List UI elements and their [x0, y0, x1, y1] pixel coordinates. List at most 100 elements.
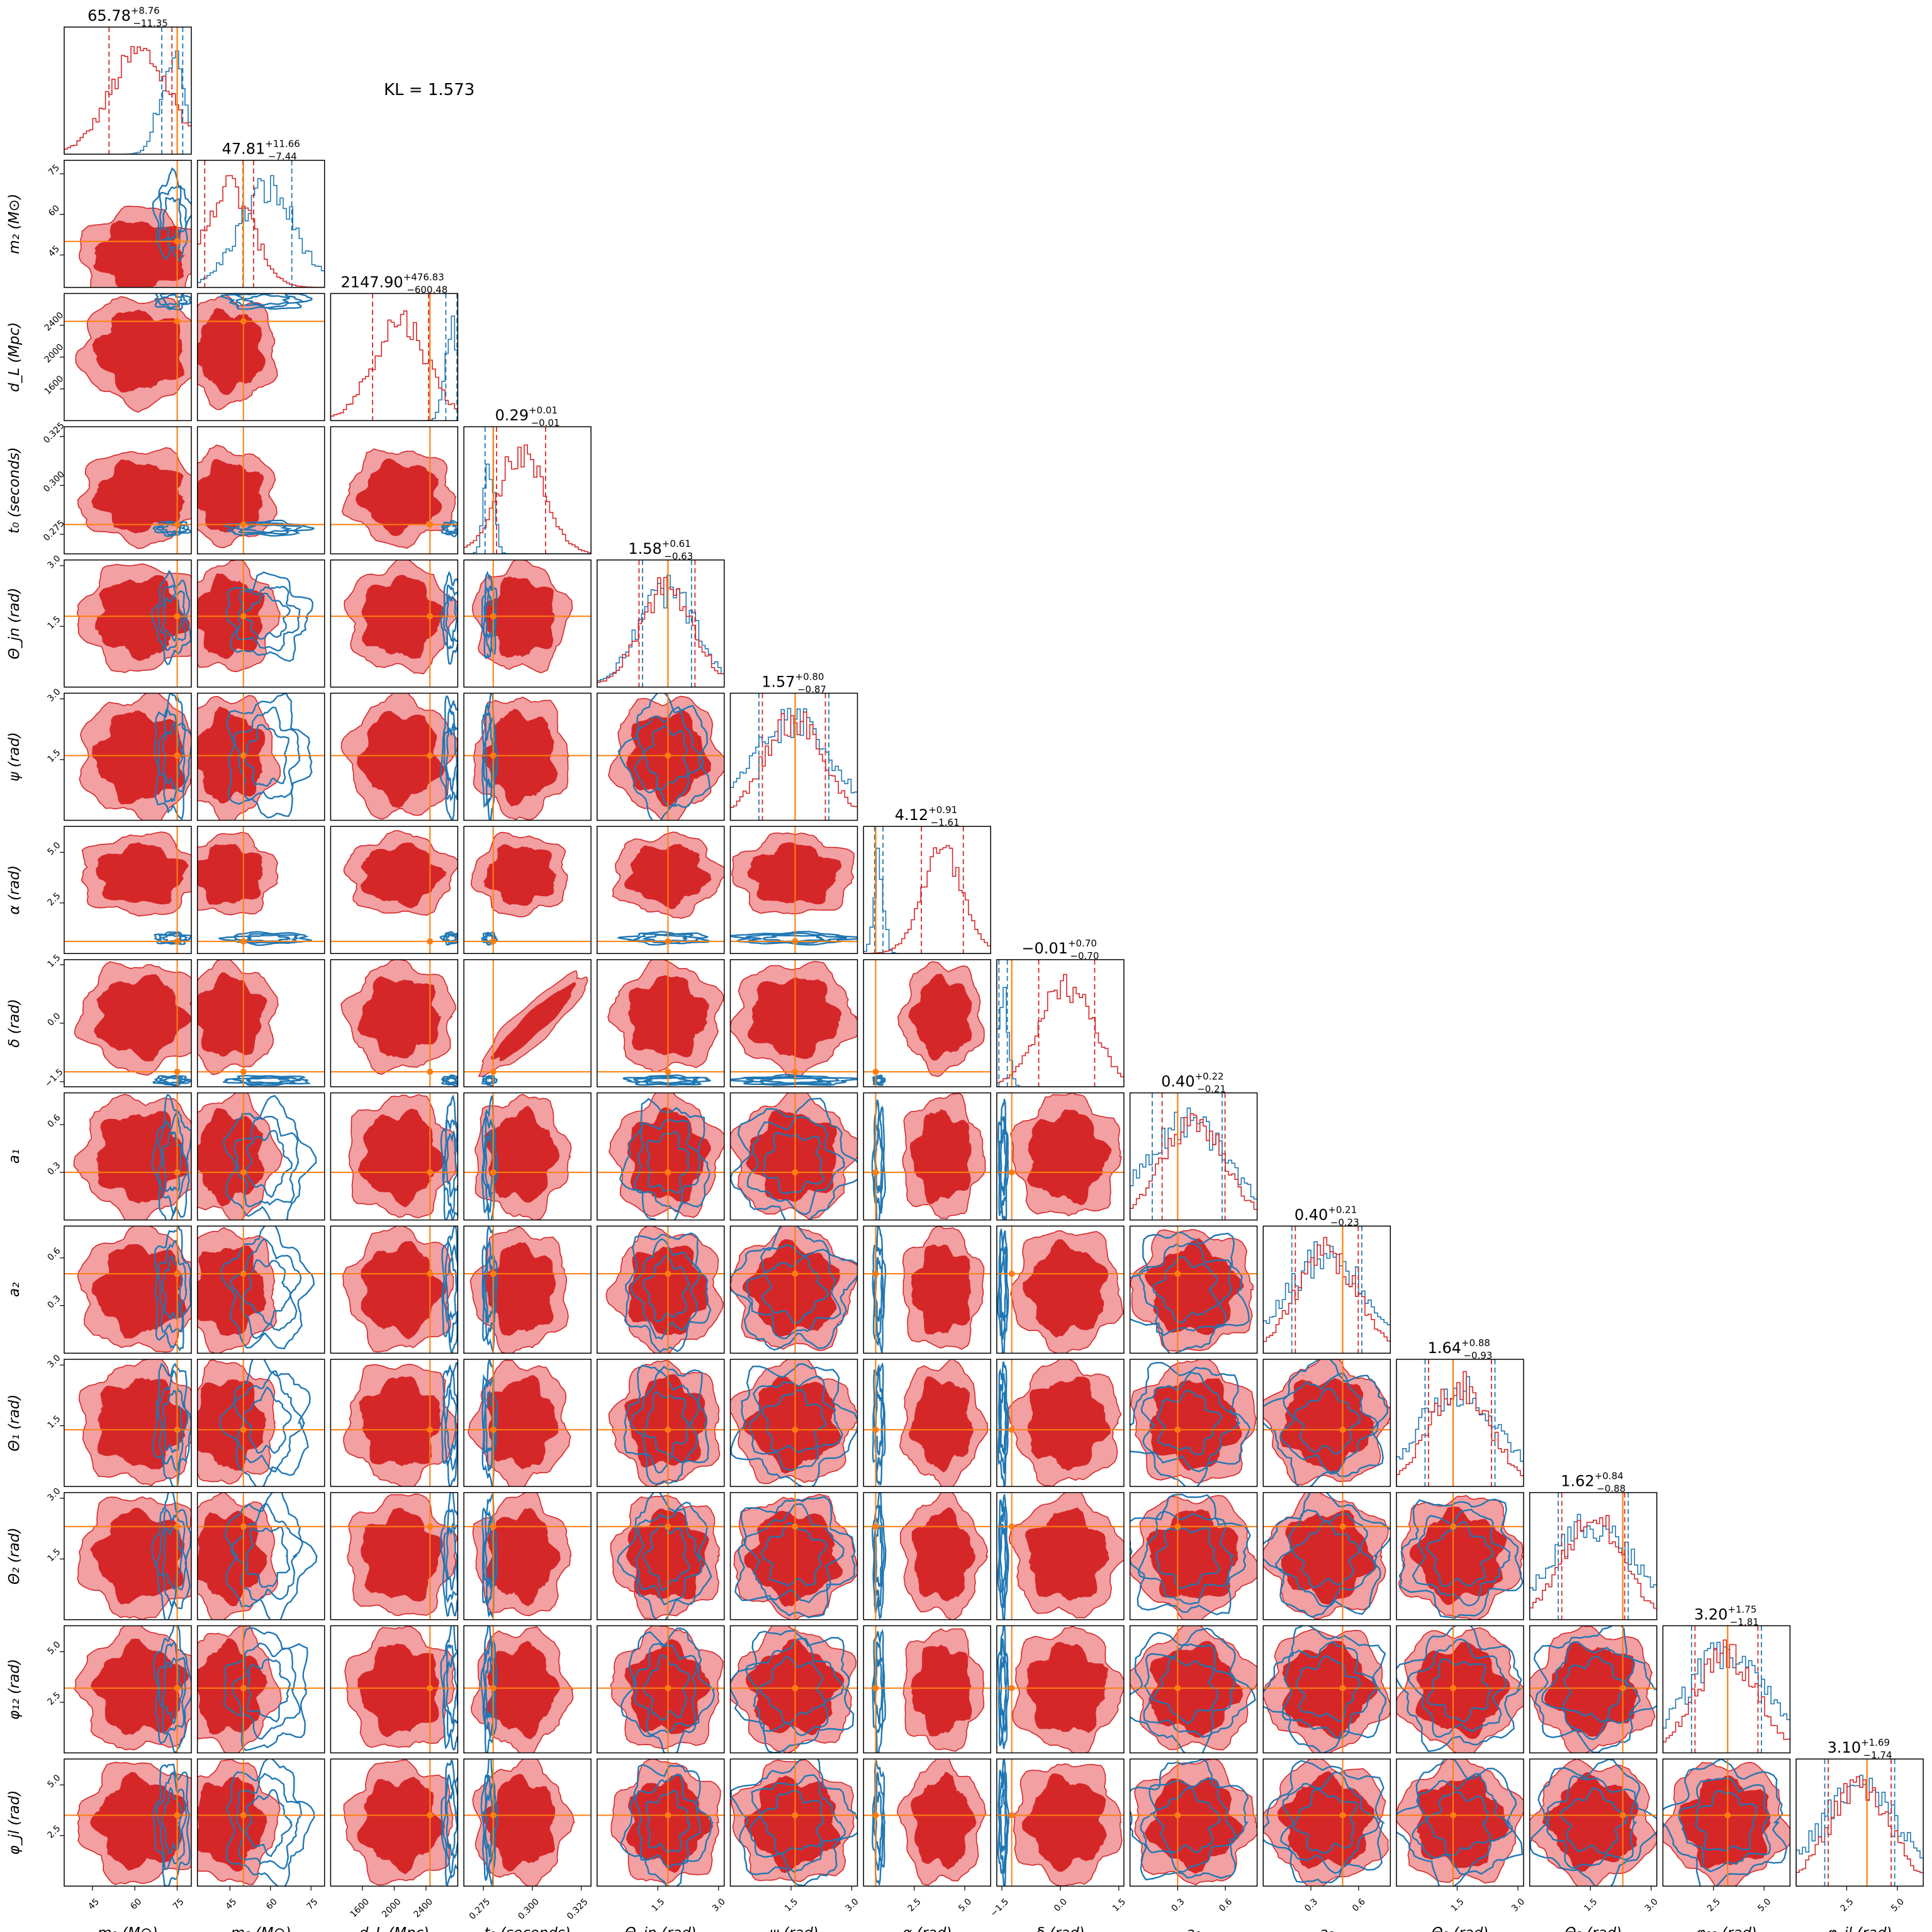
joint-panel — [196, 1625, 325, 1754]
contour-b — [154, 693, 191, 821]
contour-b — [634, 1774, 701, 1869]
marginal-title: 1.64+0.88 −0.93 — [1428, 1337, 1493, 1361]
y-tick-label: 0.6 — [45, 1113, 62, 1130]
contour-b — [225, 1759, 315, 1887]
contour-b — [746, 1116, 845, 1215]
truth-marker — [792, 1169, 799, 1176]
joint-panel — [1129, 1225, 1258, 1354]
joint-panel — [863, 1625, 991, 1754]
contour-b — [997, 1494, 1009, 1620]
contour-b — [445, 1256, 458, 1322]
panel-frame — [729, 692, 858, 821]
truth-marker — [174, 1812, 181, 1819]
marginal-title: 0.40+0.22 −0.21 — [1161, 1071, 1226, 1095]
y-tick-label: 2.5 — [45, 891, 62, 908]
panel-frame — [597, 1225, 725, 1354]
truth-marker — [665, 1169, 671, 1176]
marginal-title: 47.81+11.66 −7.44 — [222, 138, 300, 162]
joint-panel — [196, 1359, 325, 1487]
x-axis-label: φ_jl (rad) — [1828, 1925, 1892, 1932]
y-axis-label: a₁ — [6, 1149, 23, 1164]
contour-b — [875, 1524, 883, 1588]
histogram-a — [863, 845, 991, 954]
panel-frame — [1662, 1625, 1791, 1754]
contour-b — [1280, 1771, 1379, 1874]
panel-frame — [1795, 1758, 1924, 1887]
truth-marker — [427, 1069, 434, 1076]
joint-panel — [463, 692, 592, 821]
x-axis-label: Θ_jn (rad) — [625, 1925, 697, 1932]
joint-panel — [996, 1491, 1125, 1620]
contour-b — [1263, 1492, 1391, 1618]
contour-inner-a — [908, 974, 972, 1061]
joint-panel — [863, 1758, 991, 1887]
contour-b — [226, 693, 313, 819]
truth-marker — [174, 318, 181, 325]
x-axis-label: d_L (Mpc) — [359, 1925, 429, 1932]
panel-frame — [1262, 1491, 1391, 1620]
contour-b — [743, 1503, 845, 1603]
panel-frame — [597, 1359, 725, 1487]
contour-inner-a — [911, 1644, 972, 1737]
contour-b — [1140, 1371, 1241, 1473]
joint-panel — [196, 959, 325, 1087]
contour-b — [875, 1390, 883, 1456]
contour-b — [155, 522, 188, 536]
histogram-a — [996, 974, 1124, 1087]
truth-marker — [174, 752, 181, 759]
joint-panel — [196, 1225, 325, 1354]
panel-frame — [1396, 1758, 1524, 1887]
y-tick-label: 1600 — [43, 374, 66, 397]
histogram-a — [64, 46, 191, 154]
contour-b — [440, 1626, 458, 1751]
panel-frame — [1262, 1225, 1391, 1354]
y-axis-label: δ (rad) — [6, 999, 23, 1047]
panel-frame — [863, 959, 991, 1087]
contour-b — [152, 1626, 191, 1753]
joint-panel — [64, 1359, 192, 1487]
contour-inner-a — [1026, 1109, 1112, 1206]
contour-b — [152, 1074, 191, 1087]
histogram-b — [330, 315, 458, 421]
panel-frame — [64, 1225, 192, 1354]
joint-panel — [330, 692, 459, 821]
x-tick-label: 0.325 — [565, 1897, 590, 1922]
contour-inner-a — [911, 1772, 977, 1870]
panel-frame — [729, 1225, 858, 1354]
contour-b — [643, 1077, 692, 1084]
y-tick-label: 0.0 — [45, 1011, 62, 1028]
panel-frame — [996, 1092, 1125, 1221]
contour-b — [440, 1492, 458, 1617]
panel-frame — [196, 1491, 325, 1620]
contour-b — [748, 1774, 846, 1873]
contour-b — [748, 1375, 844, 1471]
panel-frame — [330, 1359, 459, 1487]
truth-marker — [1339, 1523, 1346, 1530]
contour-b — [157, 1239, 188, 1334]
x-tick-label: 1.5 — [649, 1897, 666, 1914]
contour-b — [997, 1759, 1010, 1887]
truth-marker — [1008, 1685, 1015, 1692]
contour-b — [760, 1522, 828, 1587]
contour-b — [1408, 1638, 1507, 1738]
contour-b — [1663, 1759, 1788, 1887]
marginal-title: 4.12+0.91 −1.61 — [895, 804, 960, 828]
joint-panel — [64, 426, 192, 554]
panel-frame — [463, 826, 592, 954]
x-tick-label: 3.0 — [710, 1897, 727, 1914]
panel-frame — [330, 959, 459, 1087]
joint-panel — [1396, 1758, 1524, 1887]
panel-frame — [330, 826, 459, 954]
contour-b — [760, 1077, 828, 1084]
truth-marker — [1174, 1812, 1181, 1819]
contour-b — [1263, 1760, 1386, 1884]
marginal-title: 65.78+8.76 −11.35 — [87, 5, 168, 29]
joint-panel — [463, 1625, 592, 1754]
x-tick-label: 0.6 — [1351, 1897, 1368, 1914]
joint-panel — [729, 1359, 858, 1487]
panel-frame — [196, 293, 325, 422]
panel-frame — [863, 1359, 991, 1487]
contour-b — [446, 1130, 458, 1198]
contour-b — [442, 1370, 458, 1472]
truth-marker — [1450, 1812, 1457, 1819]
